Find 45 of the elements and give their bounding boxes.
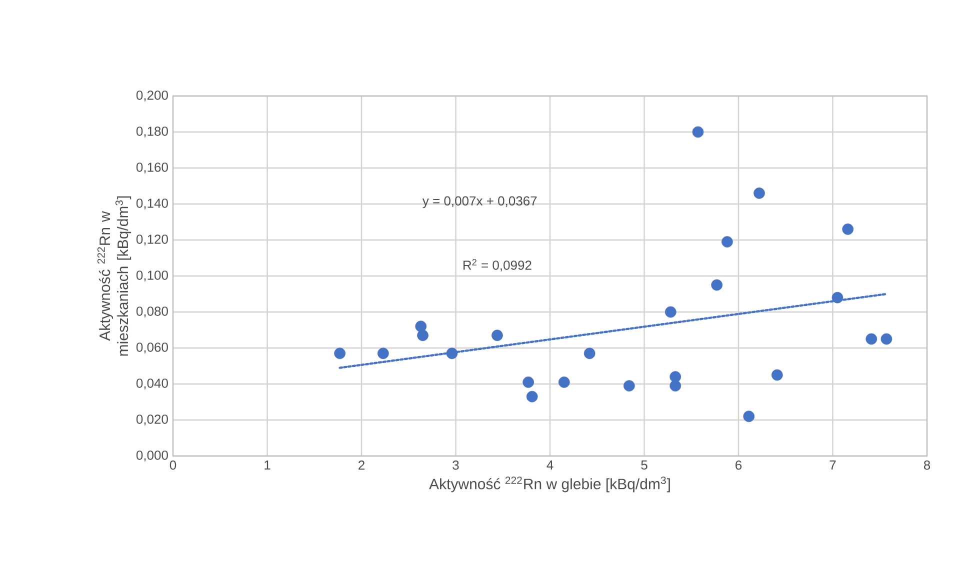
y-tick-label: 0,120 [136,234,168,246]
point [711,279,723,291]
x-tick-label: 7 [830,460,836,470]
point [417,330,428,342]
y-tick-label: 0,100 [136,270,168,282]
y-tick-label: 0,180 [136,126,168,138]
x-tick-label: 8 [924,460,930,470]
point [522,376,534,388]
x-tick-label: 0 [170,460,176,470]
x-tick-label: 5 [641,460,648,470]
x-tick-label: 4 [546,460,554,470]
point [664,306,676,318]
point [623,380,635,392]
point [584,348,596,360]
x-tick-label: 1 [264,460,270,470]
point [492,330,503,342]
y-tick-label: 0,060 [136,342,168,354]
y-tick-label: 0,200 [136,90,168,102]
x-axis-title: Aktywność $^{222}$Rn w glebie [kBq/dm$^{3}$] [429,476,670,492]
x-tick-label: 2 [358,460,364,470]
point [526,390,538,402]
y-tick-label: 0,020 [136,414,168,426]
point [378,348,389,360]
annotation: R$^{2}$ = 0,0992 [464,259,532,272]
point [771,369,783,381]
annotation: y = 0,007x + 0,0367 [422,196,537,208]
point [722,236,733,248]
point [832,292,844,304]
x-tick-label: 6 [736,460,742,470]
point [754,188,765,199]
point [743,410,755,422]
point [670,380,682,392]
point [842,224,854,235]
y-tick-label: 0,160 [136,162,168,174]
point [692,126,704,138]
x-tick-label: 3 [452,460,459,470]
y-tick-label: 0,000 [136,450,168,462]
point [866,333,878,345]
point [558,376,570,388]
point [446,348,458,360]
y-tick-label: 0,140 [136,198,168,210]
point [334,348,346,360]
point [880,333,892,345]
y-tick-label: 0,080 [136,306,168,318]
y-tick-label: 0,040 [136,378,168,390]
